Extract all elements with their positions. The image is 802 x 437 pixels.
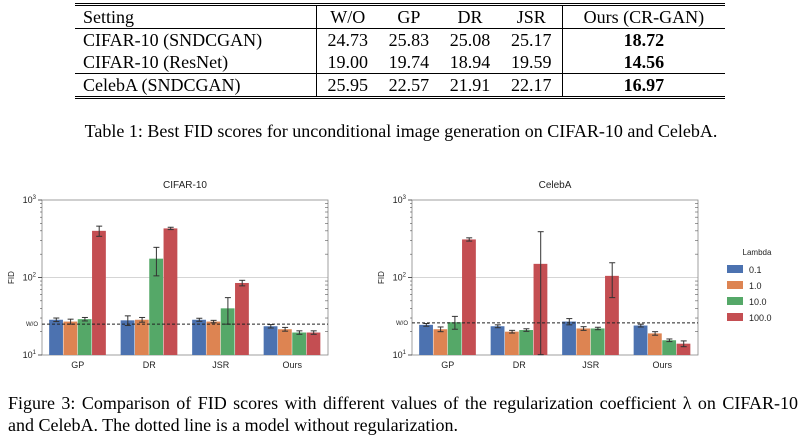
reference-line-label: W/O — [26, 322, 38, 328]
y-tick-label: 102 — [393, 273, 407, 283]
bar — [633, 325, 648, 355]
legend-swatch — [727, 265, 743, 273]
bar — [462, 239, 476, 355]
table-row: CelebA (SNDCGAN) 25.95 22.57 21.91 22.17… — [75, 73, 725, 99]
cell-wo: 19.00 — [327, 52, 368, 72]
bar — [120, 320, 135, 355]
x-tick-label: JSR — [582, 360, 600, 370]
legend-label: 100.0 — [749, 313, 772, 323]
cell-gp: 25.83 — [388, 30, 430, 50]
cell-jsr: 22.17 — [500, 73, 563, 99]
bar — [419, 324, 433, 355]
y-axis-label: FID — [377, 271, 386, 284]
legend-label: 1.0 — [749, 281, 762, 291]
bar — [192, 319, 206, 355]
header-gp: GP — [378, 3, 440, 29]
bar — [220, 308, 235, 355]
bar — [149, 258, 164, 355]
legend: Lambda 0.1 1.0 10.0 100.0 — [727, 248, 772, 323]
bar — [433, 329, 448, 355]
bar — [235, 282, 249, 355]
y-tick-label: 101 — [393, 350, 407, 360]
bar — [306, 332, 321, 355]
bar — [662, 340, 677, 355]
legend-swatch — [727, 313, 743, 321]
x-tick-label: DR — [143, 360, 156, 370]
bar — [49, 319, 63, 355]
legend-title: Lambda — [743, 248, 772, 257]
x-tick-label: JSR — [212, 360, 230, 370]
x-tick-label: GP — [441, 360, 454, 370]
cell-ours: 16.97 — [562, 73, 725, 99]
x-tick-label: GP — [71, 360, 84, 370]
chart-panel-0: 101 102 103 FID CIFAR-10 GP DR JSR Ours W/O — [7, 180, 329, 370]
bar — [504, 331, 519, 355]
row-setting: CIFAR-10 (ResNet) — [75, 51, 318, 74]
bar — [263, 326, 278, 355]
legend-swatch — [727, 297, 743, 305]
cell-jsr: 19.59 — [500, 51, 563, 74]
header-ours: Ours (CR-GAN) — [562, 3, 725, 29]
chart-title: CelebA — [539, 180, 572, 191]
bar — [77, 319, 92, 355]
header-wo: W/O — [316, 3, 379, 29]
cell-dr: 18.94 — [449, 52, 491, 72]
bar — [63, 321, 78, 355]
fid-bar-charts: 101 102 103 FID CIFAR-10 GP DR JSR Ours W/O 101 102… — [7, 180, 772, 370]
bar — [590, 328, 605, 355]
y-tick-label: 102 — [23, 273, 37, 283]
y-tick-label: 103 — [23, 195, 37, 205]
cell-jsr: 25.17 — [500, 28, 563, 51]
table-row: CIFAR-10 (ResNet) 19.00 19.74 18.94 19.5… — [75, 51, 725, 74]
cell-wo: 24.73 — [327, 30, 368, 50]
y-axis-label: FID — [7, 271, 16, 284]
legend-label: 10.0 — [749, 297, 767, 307]
bar — [490, 326, 505, 355]
bar — [447, 322, 462, 355]
cell-ours: 18.72 — [623, 30, 665, 50]
table-caption: Table 1: Best FID scores for uncondition… — [84, 121, 718, 141]
x-tick-label: DR — [513, 360, 526, 370]
bar — [562, 321, 576, 355]
header-jsr: JSR — [500, 3, 563, 29]
bar — [519, 330, 534, 355]
chart-panel-1: 101 102 103 FID CelebA GP DR JSR Ours W/O — [377, 180, 699, 370]
cell-ours: 14.56 — [623, 52, 665, 72]
bar — [605, 275, 619, 355]
fid-table-container: Setting W/O GP DR JSR Ours (CR-GAN) CIFA… — [75, 3, 725, 99]
y-tick-label: 103 — [393, 195, 407, 205]
header-setting: Setting — [75, 3, 318, 29]
bar — [277, 329, 292, 355]
chart-title: CIFAR-10 — [163, 180, 207, 191]
fid-table: Setting W/O GP DR JSR Ours (CR-GAN) CIFA… — [75, 3, 725, 99]
cell-dr: 25.08 — [449, 30, 491, 50]
y-tick-label: 101 — [23, 350, 37, 360]
bar — [134, 319, 149, 355]
cell-gp: 19.74 — [388, 52, 430, 72]
cell-gp: 22.57 — [378, 73, 440, 99]
figure-caption: Figure 3: Comparison of FID scores with … — [8, 393, 798, 435]
bar — [576, 328, 591, 355]
cell-wo: 25.95 — [316, 73, 379, 99]
bar — [292, 332, 307, 355]
bar — [163, 228, 178, 355]
bar — [92, 230, 106, 355]
bar — [676, 343, 691, 355]
table-row: CIFAR-10 (SNDCGAN) 24.73 25.83 25.08 25.… — [75, 28, 725, 51]
cell-dr: 21.91 — [439, 73, 501, 99]
x-tick-label: Ours — [282, 360, 302, 370]
legend-swatch — [727, 281, 743, 289]
row-setting: CelebA (SNDCGAN) — [75, 73, 318, 99]
x-tick-label: Ours — [652, 360, 672, 370]
table-header-row: Setting W/O GP DR JSR Ours (CR-GAN) — [75, 3, 725, 29]
bar — [647, 333, 662, 355]
reference-line-label: W/O — [396, 321, 408, 327]
legend-label: 0.1 — [749, 265, 762, 275]
header-dr: DR — [439, 3, 501, 29]
row-setting: CIFAR-10 (SNDCGAN) — [75, 28, 318, 51]
bar — [206, 321, 221, 355]
